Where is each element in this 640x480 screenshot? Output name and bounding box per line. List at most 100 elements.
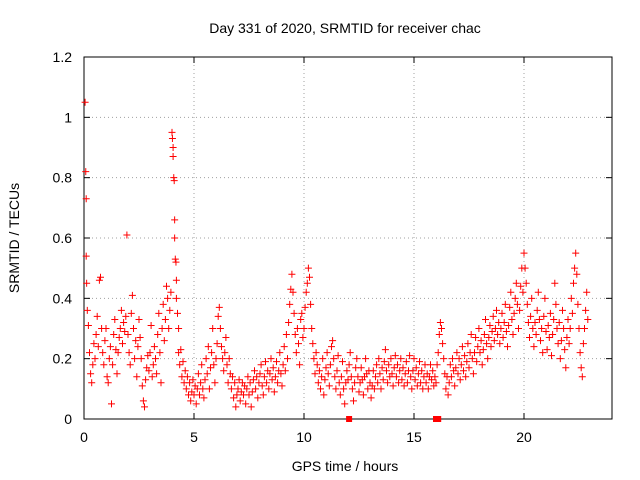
data-point [281, 367, 289, 375]
data-point [573, 270, 581, 278]
data-point [297, 315, 305, 323]
data-point [323, 349, 331, 357]
data-point [515, 325, 522, 332]
data-point [163, 282, 170, 290]
data-point [136, 334, 144, 342]
data-point [530, 343, 538, 351]
data-point [473, 358, 481, 366]
data-point [409, 367, 417, 375]
data-point [82, 195, 90, 203]
data-point [380, 358, 388, 366]
data-point [224, 379, 232, 387]
data-point [196, 391, 203, 399]
data-point [346, 349, 354, 357]
data-point [168, 128, 176, 136]
data-point [582, 306, 590, 314]
data-point [337, 373, 345, 381]
data-point [120, 318, 128, 326]
data-point [564, 315, 572, 323]
data-point [341, 400, 349, 408]
data-point [267, 355, 275, 363]
data-point [90, 340, 98, 348]
data-point [210, 361, 218, 369]
data-point [111, 315, 119, 323]
data-point [559, 306, 566, 314]
data-point [231, 379, 239, 387]
data-point [274, 379, 282, 387]
data-point [259, 391, 267, 399]
data-point [516, 306, 524, 314]
data-point [128, 291, 136, 299]
data-point [440, 355, 448, 363]
data-point [175, 325, 183, 332]
data-point [172, 258, 180, 266]
data-point [164, 294, 172, 302]
data-point [262, 358, 269, 366]
data-point [344, 376, 352, 384]
data-point [271, 373, 279, 381]
data-point [506, 303, 514, 311]
data-point [102, 325, 110, 332]
data-point [561, 346, 569, 354]
x-tick-label: 0 [80, 429, 88, 445]
data-point [392, 373, 400, 381]
data-point [497, 325, 505, 332]
data-point [234, 385, 242, 393]
data-point [242, 400, 250, 408]
data-point [510, 309, 518, 317]
data-point [335, 379, 343, 387]
data-point [88, 379, 96, 387]
data-point [329, 337, 337, 345]
data-point [535, 315, 543, 323]
data-point [205, 385, 213, 393]
data-point [330, 355, 338, 363]
data-point [86, 349, 93, 357]
data-point [308, 325, 316, 332]
data-point [197, 379, 205, 387]
data-point [431, 373, 439, 381]
data-point [400, 382, 408, 390]
data-point [284, 355, 291, 363]
data-point [574, 300, 582, 308]
data-point [550, 315, 558, 323]
data-point [502, 328, 510, 336]
data-point [326, 361, 334, 369]
data-point [293, 325, 301, 332]
data-point [322, 364, 330, 372]
data-point [410, 355, 418, 363]
data-point [82, 252, 90, 260]
data-point [390, 364, 398, 372]
data-point [403, 379, 411, 387]
data-point [488, 328, 496, 336]
data-point [479, 346, 487, 354]
data-point [95, 276, 103, 284]
data-point [174, 309, 181, 317]
data-point [332, 385, 340, 393]
data-point [82, 168, 90, 176]
data-point [84, 321, 92, 329]
data-point [177, 346, 185, 354]
data-point [554, 340, 562, 348]
data-point [387, 355, 395, 363]
data-point [81, 98, 89, 106]
data-point [343, 367, 351, 375]
data-point [165, 325, 173, 332]
data-point [103, 373, 111, 381]
data-point [106, 343, 114, 351]
data-point [529, 325, 537, 332]
data-point [493, 306, 500, 314]
data-point [181, 367, 189, 375]
data-point [485, 334, 493, 342]
data-point [511, 294, 519, 302]
data-point [97, 273, 104, 281]
data-point [172, 276, 180, 284]
data-point [300, 325, 308, 332]
data-point [577, 364, 585, 372]
data-point [243, 385, 251, 393]
data-point [324, 370, 332, 378]
data-point [522, 279, 530, 287]
data-point [145, 367, 153, 375]
x-tick-label: 10 [296, 429, 312, 445]
data-point [160, 337, 168, 345]
